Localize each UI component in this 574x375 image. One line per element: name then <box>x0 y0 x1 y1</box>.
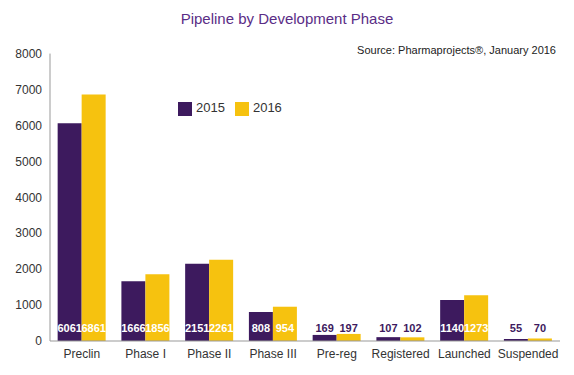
svg-text:102: 102 <box>403 322 421 334</box>
svg-text:6861: 6861 <box>81 322 105 334</box>
svg-text:8000: 8000 <box>15 47 42 61</box>
svg-text:107: 107 <box>379 322 397 334</box>
svg-text:7000: 7000 <box>15 83 42 97</box>
svg-text:2151: 2151 <box>185 322 209 334</box>
svg-text:Phase II: Phase II <box>187 347 231 361</box>
svg-text:Suspended: Suspended <box>498 347 559 361</box>
svg-text:Pre-reg: Pre-reg <box>317 347 357 361</box>
svg-text:2261: 2261 <box>209 322 233 334</box>
svg-text:Launched: Launched <box>438 347 491 361</box>
svg-text:1273: 1273 <box>464 322 488 334</box>
svg-text:1856: 1856 <box>145 322 169 334</box>
svg-text:Registered: Registered <box>372 347 430 361</box>
svg-text:0: 0 <box>35 334 42 348</box>
svg-text:1666: 1666 <box>121 322 145 334</box>
svg-text:169: 169 <box>315 322 333 334</box>
svg-text:Phase I: Phase I <box>125 347 166 361</box>
svg-text:1000: 1000 <box>15 298 42 312</box>
html-text:2016: 2016 <box>252 100 282 115</box>
svg-text:2000: 2000 <box>15 262 42 276</box>
html-text:Source: Pharmaprojects®, Janua: Source: Pharmaprojects®, January 2016 <box>357 44 556 56</box>
svg-text:55: 55 <box>510 322 522 334</box>
svg-text:5000: 5000 <box>15 155 42 169</box>
svg-text:197: 197 <box>339 322 357 334</box>
svg-text:1140: 1140 <box>440 322 464 334</box>
svg-text:6000: 6000 <box>15 119 42 133</box>
html-text:Pipeline by Development Phase: Pipeline by Development Phase <box>180 10 394 27</box>
svg-text:Preclin: Preclin <box>64 347 101 361</box>
html-text:2015: 2015 <box>196 100 225 115</box>
svg-text:70: 70 <box>534 322 546 334</box>
svg-text:4000: 4000 <box>15 191 42 205</box>
svg-text:808: 808 <box>252 322 270 334</box>
svg-text:Phase III: Phase III <box>249 347 296 361</box>
svg-text:6061: 6061 <box>57 322 81 334</box>
svg-text:954: 954 <box>276 322 295 334</box>
svg-text:3000: 3000 <box>15 226 42 240</box>
